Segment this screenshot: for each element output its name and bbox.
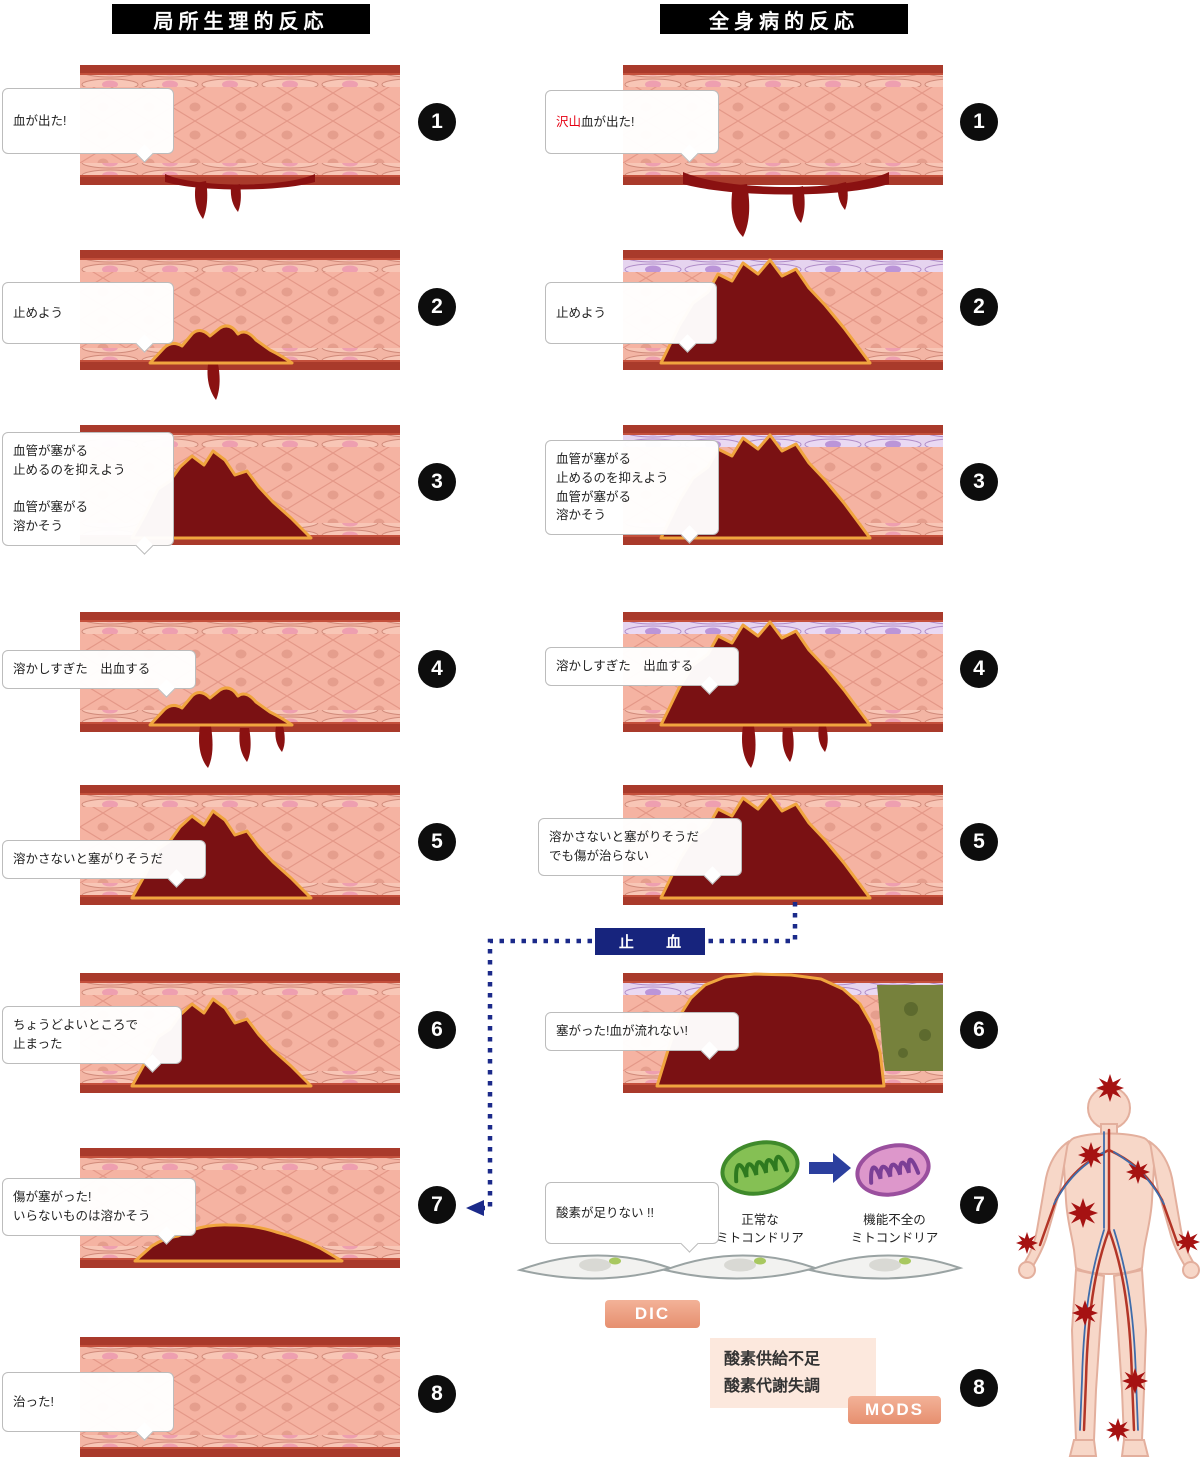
badge-number: 2 bbox=[431, 295, 443, 318]
step-badge-left-5: 5 bbox=[418, 823, 456, 861]
mito-dysfunctional-label: 機能不全の ミトコンドリア bbox=[850, 1213, 939, 1245]
step-badge-right-8: 8 bbox=[960, 1369, 998, 1407]
badge-number: 4 bbox=[973, 657, 985, 680]
bubble-text: 溶かしすぎた 出血する bbox=[13, 662, 151, 676]
speech-bubble-left-2: 止めよう bbox=[2, 282, 174, 344]
speech-bubble-right-5: 溶かさないと塞がりそうだ でも傷が治らない bbox=[538, 818, 742, 876]
left-column-header: 局所生理的反応 bbox=[112, 4, 370, 34]
step-badge-right-2: 2 bbox=[960, 288, 998, 326]
speech-bubble-left-4: 溶かしすぎた 出血する bbox=[2, 650, 196, 689]
badge-number: 1 bbox=[973, 110, 985, 133]
mods-label: MODS bbox=[848, 1396, 941, 1424]
bubble-text: 溶かさないと塞がりそうだ bbox=[13, 852, 164, 866]
dic-label: DIC bbox=[605, 1300, 700, 1328]
normal-mitochondrion-icon bbox=[720, 1140, 800, 1196]
bubble-text: 血が出た! bbox=[13, 113, 67, 128]
badge-number: 3 bbox=[973, 470, 985, 493]
speech-bubble-right-1: 沢山血が出た! bbox=[545, 90, 719, 154]
step-badge-left-1: 1 bbox=[418, 103, 456, 141]
step-badge-right-6: 6 bbox=[960, 1011, 998, 1049]
badge-number: 7 bbox=[431, 1193, 443, 1216]
step-badge-left-3: 3 bbox=[418, 463, 456, 501]
step-badge-right-4: 4 bbox=[960, 650, 998, 688]
speech-bubble-left-1: 血が出た! bbox=[2, 88, 174, 154]
speech-bubble-right-6: 塞がった!血が流れない! bbox=[545, 1012, 739, 1051]
dysfunctional-mitochondrion-icon bbox=[855, 1143, 931, 1197]
badge-number: 8 bbox=[431, 1382, 443, 1405]
step-badge-right-3: 3 bbox=[960, 463, 998, 501]
bubble-text: 塞がった!血が流れない! bbox=[556, 1024, 688, 1038]
bubble-text: 治った! bbox=[13, 1394, 54, 1409]
speech-bubble-left-5: 溶かさないと塞がりそうだ bbox=[2, 840, 206, 879]
bubble-text: 血管が塞がる 止めるのを抑えよう 血管が塞がる 溶かそう bbox=[13, 444, 126, 533]
step-badge-left-8: 8 bbox=[418, 1375, 456, 1413]
step-badge-right-5: 5 bbox=[960, 823, 998, 861]
emphasis-text: 沢山 bbox=[556, 114, 582, 129]
step-badge-right-1: 1 bbox=[960, 103, 998, 141]
badge-number: 6 bbox=[431, 1018, 443, 1041]
arrowhead-left-icon bbox=[466, 1200, 484, 1216]
step-badge-left-4: 4 bbox=[418, 650, 456, 688]
bubble-text: 血が出た! bbox=[581, 114, 635, 129]
hemostasis-label: 止 血 bbox=[595, 928, 705, 955]
badge-number: 2 bbox=[973, 295, 985, 318]
speech-bubble-right-4: 溶かしすぎた 出血する bbox=[545, 647, 739, 686]
step-badge-right-7: 7 bbox=[960, 1186, 998, 1224]
step-badge-left-7: 7 bbox=[418, 1186, 456, 1224]
body-illustration bbox=[1016, 1074, 1200, 1457]
bubble-text: 止めよう bbox=[13, 305, 64, 320]
bubble-text: 酸素が足りない !! bbox=[556, 1205, 654, 1220]
badge-number: 6 bbox=[973, 1018, 985, 1041]
badge-number: 3 bbox=[431, 470, 443, 493]
badge-number: 7 bbox=[973, 1193, 985, 1216]
right-column-header: 全身病的反応 bbox=[660, 4, 908, 34]
cell-nuclei bbox=[579, 1257, 911, 1272]
speech-bubble-left-7: 傷が塞がった! いらないものは溶かそう bbox=[2, 1178, 196, 1236]
step-badge-left-6: 6 bbox=[418, 1011, 456, 1049]
speech-bubble-right-2: 止めよう bbox=[545, 282, 717, 344]
speech-bubble-right-3: 血管が塞がる 止めるのを抑えよう 血管が塞がる 溶かそう bbox=[545, 440, 719, 535]
bubble-text-highlight: 沢山血が出た! bbox=[556, 113, 635, 132]
badge-number: 8 bbox=[973, 1376, 985, 1399]
bubble-text: 血管が塞がる 止めるのを抑えよう 血管が塞がる 溶かそう bbox=[556, 452, 669, 523]
bubble-text: 止めよう bbox=[556, 305, 607, 320]
badge-number: 4 bbox=[431, 657, 443, 680]
badge-number: 5 bbox=[973, 830, 985, 853]
bubble-text: 溶かしすぎた 出血する bbox=[556, 659, 694, 673]
transition-arrow-icon bbox=[809, 1153, 851, 1183]
step-badge-left-2: 2 bbox=[418, 288, 456, 326]
bubble-text: 傷が塞がった! いらないものは溶かそう bbox=[13, 1190, 151, 1223]
badge-number: 1 bbox=[431, 110, 443, 133]
badge-number: 5 bbox=[431, 830, 443, 853]
speech-bubble-left-6: ちょうどよいところで 止まった bbox=[2, 1006, 182, 1064]
bubble-text: 溶かさないと塞がりそうだ でも傷が治らない bbox=[549, 830, 700, 863]
speech-bubble-left-3: 血管が塞がる 止めるのを抑えよう 血管が塞がる 溶かそう bbox=[2, 432, 174, 546]
speech-bubble-right-7: 酸素が足りない !! bbox=[545, 1182, 719, 1244]
bubble-text: ちょうどよいところで 止まった bbox=[13, 1018, 139, 1051]
speech-bubble-left-8: 治った! bbox=[2, 1372, 174, 1432]
mito-normal-label: 正常な ミトコンドリア bbox=[716, 1213, 804, 1245]
